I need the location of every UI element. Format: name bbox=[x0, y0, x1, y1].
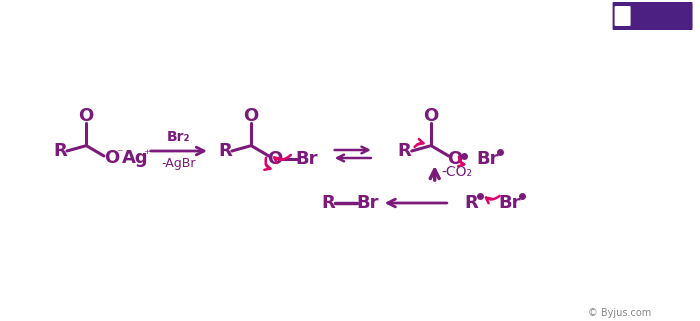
Text: O: O bbox=[243, 107, 258, 125]
Text: ⁻: ⁻ bbox=[117, 148, 123, 160]
Text: Br₂: Br₂ bbox=[167, 130, 190, 144]
Text: R: R bbox=[218, 142, 232, 160]
Text: R: R bbox=[321, 194, 335, 212]
Text: R: R bbox=[398, 142, 412, 160]
Text: O: O bbox=[447, 150, 462, 168]
FancyBboxPatch shape bbox=[615, 6, 631, 26]
Text: The Learning App: The Learning App bbox=[630, 19, 692, 25]
Text: Br: Br bbox=[477, 150, 499, 168]
Text: O: O bbox=[423, 107, 438, 125]
Text: BYJU'S: BYJU'S bbox=[640, 6, 680, 16]
Text: O: O bbox=[78, 107, 94, 125]
Text: Br: Br bbox=[498, 194, 521, 212]
Text: R: R bbox=[465, 194, 479, 212]
FancyBboxPatch shape bbox=[612, 2, 692, 30]
Text: O: O bbox=[104, 149, 120, 167]
Text: -AgBr: -AgBr bbox=[162, 157, 196, 169]
Text: O: O bbox=[267, 150, 282, 168]
Text: © Byjus.com: © Byjus.com bbox=[588, 308, 651, 318]
Text: R: R bbox=[53, 142, 66, 160]
Text: -CO₂: -CO₂ bbox=[441, 165, 472, 179]
Text: Br: Br bbox=[295, 150, 318, 168]
Text: Br: Br bbox=[356, 194, 379, 212]
Text: Ag: Ag bbox=[122, 149, 148, 167]
Text: ⁺: ⁺ bbox=[144, 148, 150, 160]
